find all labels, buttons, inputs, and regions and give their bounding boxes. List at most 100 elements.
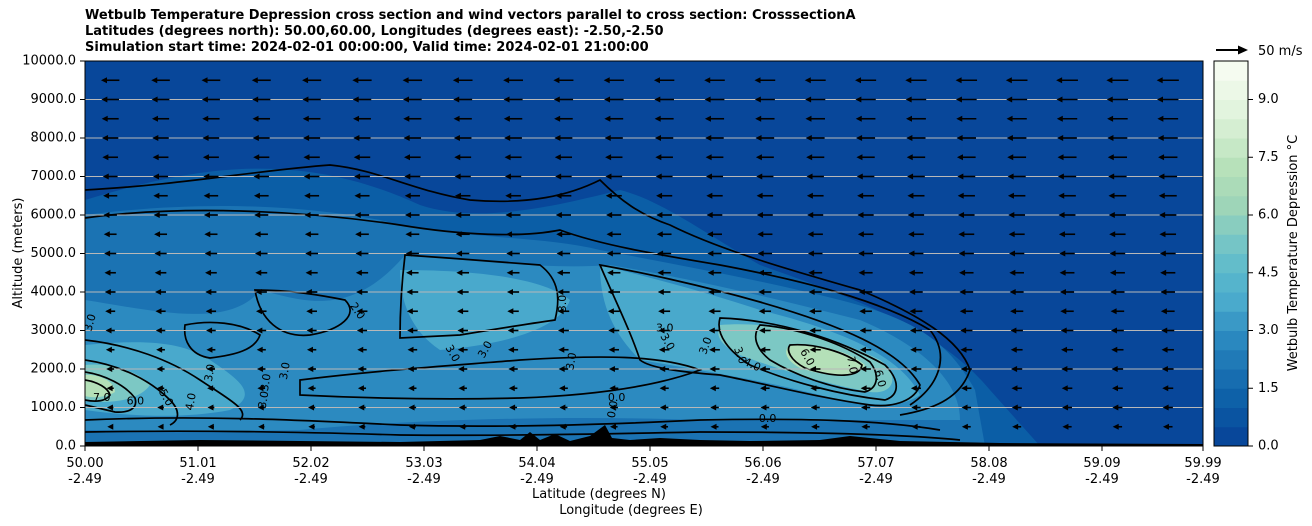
wind-arrow [907,212,925,218]
wind-arrow [302,96,321,103]
contour-label: 3.0 [202,363,218,382]
wind-arrow [102,135,119,141]
wind-arrow [554,135,573,141]
wind-arrow [306,346,317,353]
wind-arrow [1162,385,1174,392]
wind-arrow [255,308,267,315]
wind-arrow [456,250,470,257]
x-tick-label-lat: 55.05 [631,456,668,471]
wind-arrow [353,115,371,122]
wind-arrow [658,308,671,315]
wind-arrow [255,289,267,295]
wind-arrow [151,115,170,122]
wind-arrow [104,269,116,276]
wind-arrow [558,346,569,353]
wind-arrow [405,212,420,218]
wind-arrow [504,135,522,141]
y-tick-label: 2000.0 [31,362,77,377]
wind-arrow [151,77,170,84]
x-tick-label-lat: 58.08 [970,456,1007,471]
wind-arrow [302,115,321,122]
wind-arrow [960,327,973,334]
wind-arrow [104,289,116,295]
wind-arrow [1111,385,1123,392]
wind-arrow [955,96,977,103]
wind-arrow [103,231,117,238]
wind-arrow [258,423,265,430]
x-tick-label-lon: -2.49 [181,472,215,487]
wind-arrow [452,77,473,84]
wind-arrow [356,289,368,295]
wind-arrow [205,308,217,315]
y-tick-label: 10000.0 [22,54,76,69]
wind-arrow [957,173,976,180]
wind-arrow [709,346,720,353]
quiver-key-arrowhead [1238,45,1248,55]
wind-arrow [356,327,368,334]
wind-arrow [708,327,721,334]
wind-arrow [955,77,978,84]
wind-arrow [1059,250,1075,257]
wind-arrow [1058,212,1076,218]
wind-arrow [304,212,319,218]
y-tick-label: 9000.0 [31,92,77,107]
wind-arrow [252,96,271,103]
colorbar-band [1214,80,1248,100]
wind-arrow [758,289,772,295]
wind-arrow [559,423,568,430]
wind-arrow [152,154,169,161]
wind-arrow [354,212,370,218]
wind-arrow [503,115,523,122]
wind-arrow [860,404,871,411]
wind-arrow [659,385,669,392]
x-tick-label-lat: 52.02 [292,456,329,471]
wind-arrow [655,154,673,161]
colorbar-band [1214,388,1248,408]
wind-arrow [404,192,420,199]
wind-arrow [306,327,317,334]
colorbar-band [1214,330,1248,351]
contour-line [718,317,898,401]
wind-arrow [808,308,822,315]
wind-arrow [805,115,825,122]
chart-title-line-2: Latitudes (degrees north): 50.00,60.00, … [85,24,664,39]
wind-arrow [505,212,521,218]
wind-arrow [1057,154,1077,161]
wind-arrow [157,404,164,411]
x-tick-label-lat: 59.99 [1184,456,1221,471]
wind-arrow [1161,346,1174,353]
colorbar-tick-label: 9.0 [1258,92,1279,107]
contour-line [85,417,941,431]
wind-arrow [911,404,921,411]
wind-arrow [503,77,523,84]
wind-arrow [257,385,266,392]
wind-arrow [1007,173,1026,180]
y-tick-label: 4000.0 [31,285,77,300]
wind-arrow [1108,173,1127,180]
wind-arrow [307,385,316,392]
wind-arrow [1158,154,1178,161]
wind-arrow [707,231,722,238]
contour-label: 3.0 [277,361,293,380]
colorbar: 0.0 1.5 3.0 4.5 6.0 7.5 9.0 Wetbulb Temp… [1213,60,1301,454]
wind-arrow [856,154,875,161]
wind-arrow [1058,192,1076,199]
wind-arrow [355,269,369,276]
wind-arrow [653,77,675,84]
wind-arrow [105,327,115,334]
wind-arrow [754,77,776,84]
wind-arrow [707,269,722,276]
x-axis: 50.00 -2.49 51.01 -2.49 52.02 -2.49 53.0… [66,446,1222,518]
wind-arrow [857,192,875,199]
contour-label: 0.0 [605,400,621,419]
wind-arrow [357,346,367,353]
wind-arrow [760,404,770,411]
wind-arrow [1111,366,1124,372]
contour-label: 3.0 [731,345,749,366]
wind-arrow [557,289,570,295]
wind-arrow [858,269,873,276]
y-axis-label: Altitude (meters) [11,198,26,309]
wind-arrow [706,212,723,218]
y-tick-label: 3000.0 [31,323,77,338]
colorbar-band [1214,157,1248,177]
